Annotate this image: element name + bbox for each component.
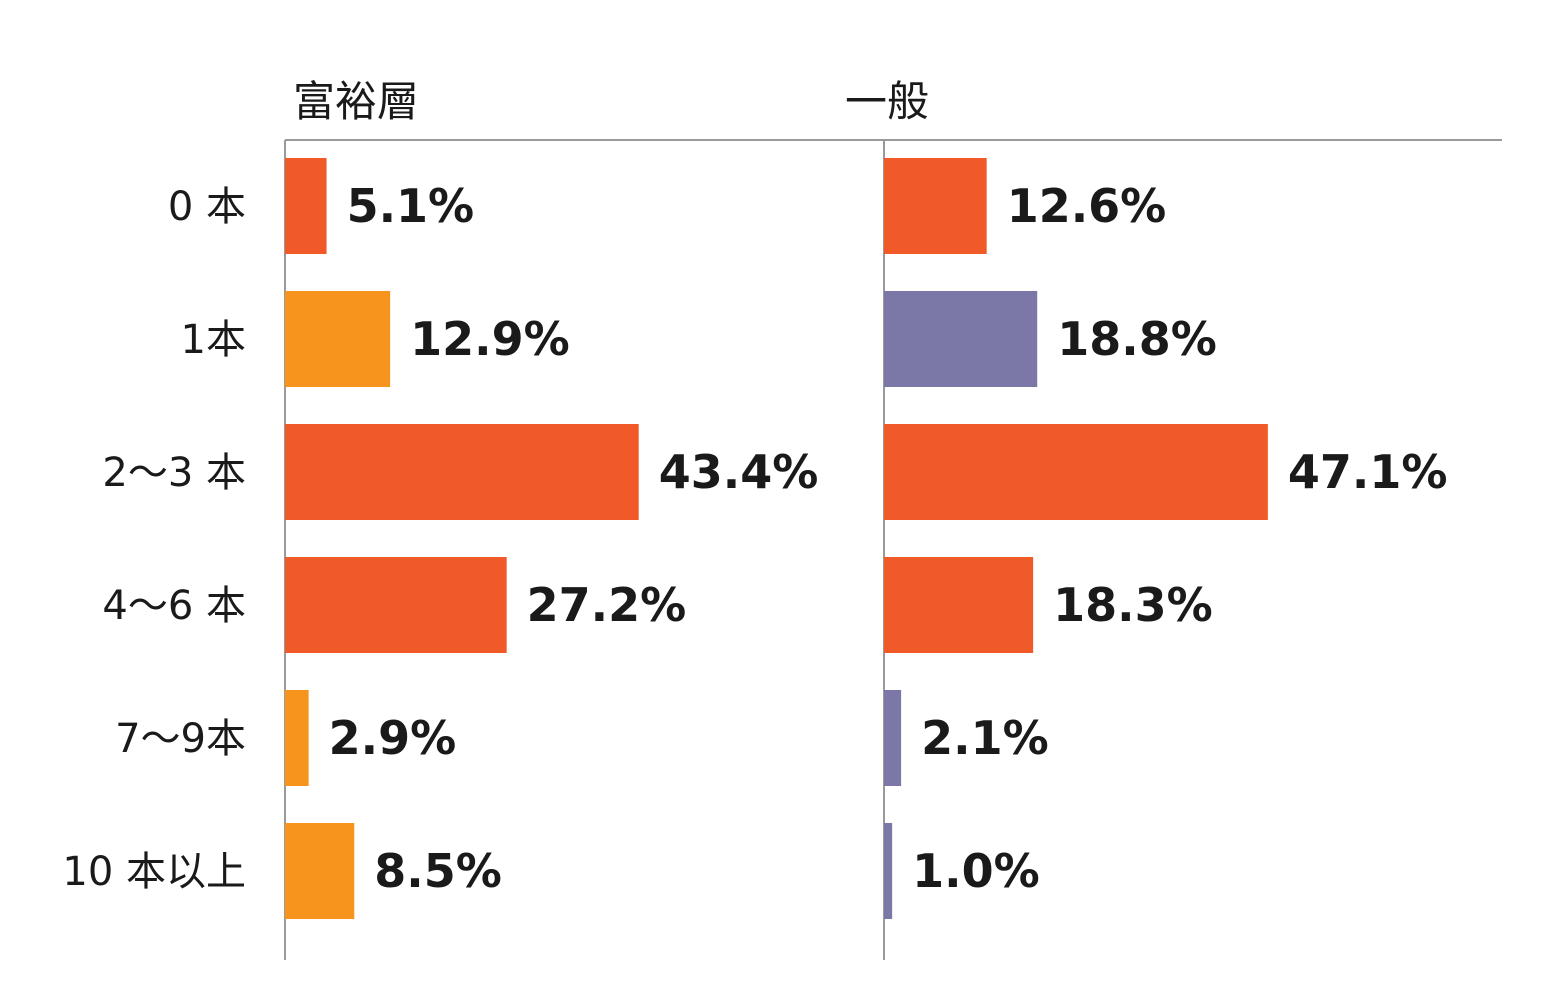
bar — [884, 291, 1038, 387]
value-label: 2.9% — [329, 711, 457, 765]
value-label: 18.8% — [1057, 312, 1217, 366]
panel-title-affluent: 富裕層 — [293, 77, 420, 126]
value-label: 27.2% — [527, 578, 687, 632]
bar — [884, 158, 987, 254]
category-label: 4～6 本 — [102, 583, 246, 629]
bar — [884, 690, 902, 786]
value-label: 1.0% — [912, 844, 1040, 898]
bar — [884, 424, 1268, 520]
bar — [285, 557, 507, 653]
panel-title-general: 一般 — [845, 77, 930, 126]
category-label: 1本 — [181, 317, 246, 363]
bar — [285, 823, 355, 919]
category-label: 2～3 本 — [102, 450, 246, 496]
category-label: 0 本 — [168, 184, 246, 230]
category-label: 7～9本 — [115, 716, 246, 762]
value-label: 18.3% — [1053, 578, 1213, 632]
bar — [884, 823, 893, 919]
value-label: 12.6% — [1007, 179, 1167, 233]
bar — [285, 158, 327, 254]
value-label: 47.1% — [1288, 445, 1448, 499]
bar — [285, 690, 309, 786]
value-label: 8.5% — [374, 844, 502, 898]
value-label: 2.1% — [921, 711, 1049, 765]
value-label: 5.1% — [347, 179, 475, 233]
value-label: 12.9% — [410, 312, 570, 366]
bar — [884, 557, 1034, 653]
bar — [285, 424, 639, 520]
value-label: 43.4% — [659, 445, 819, 499]
category-label: 10 本以上 — [62, 849, 246, 895]
bar — [285, 291, 391, 387]
